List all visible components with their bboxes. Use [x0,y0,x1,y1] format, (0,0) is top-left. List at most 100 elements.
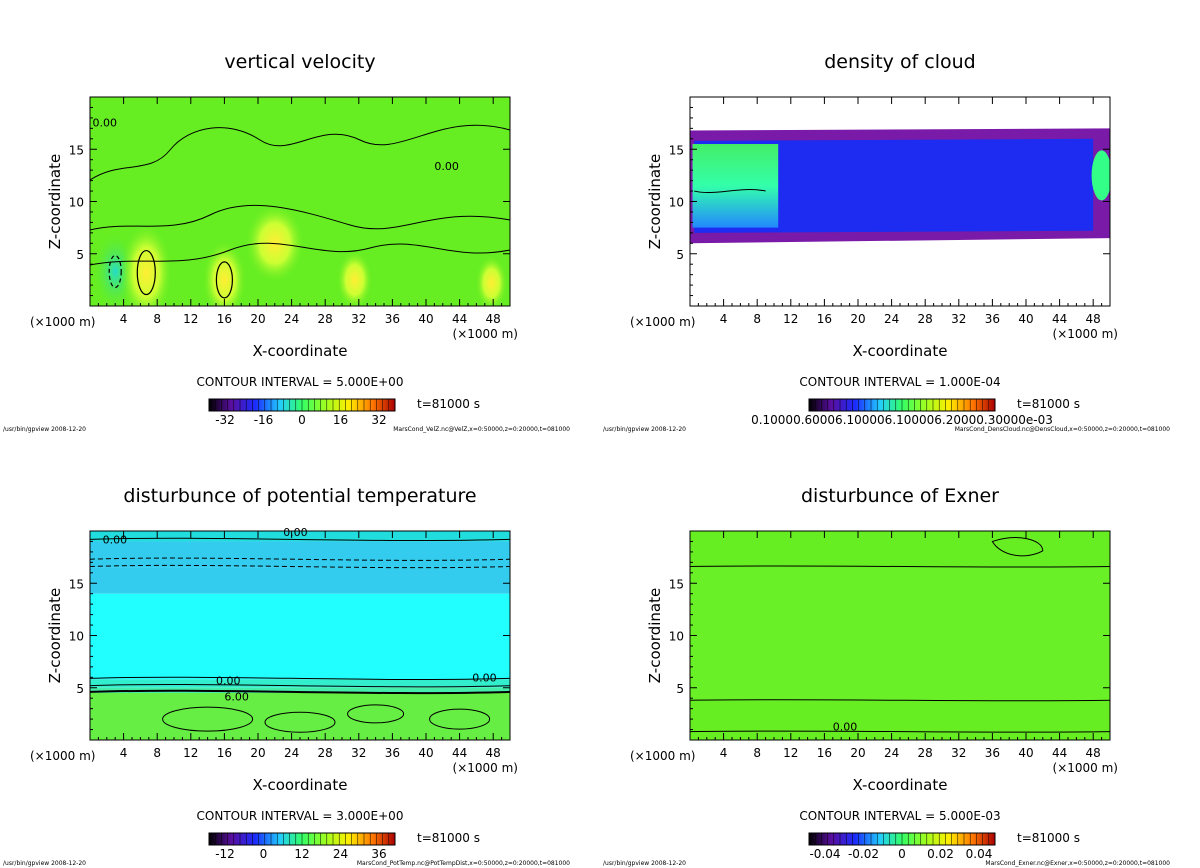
time-label: t=81000 s [417,397,480,411]
y-axis-label: Z-coordinate [46,154,64,249]
temp-closed-2 [264,711,336,733]
colorbar-tick-label: -32 [215,413,235,427]
x-tick-label: 44 [1052,312,1067,326]
temp-contour-2 [90,557,510,561]
x-unit-right: (×1000 m) [453,761,518,775]
y-tick-label: 5 [676,682,684,696]
footer-left: /usr/bin/gpview 2008-12-20 [3,860,86,867]
x-tick-label: 12 [183,312,198,326]
exner-contour-1 [690,565,1110,568]
x-unit-right: (×1000 m) [1053,761,1118,775]
chart-title: density of cloud [824,51,976,73]
x-tick-label: 44 [452,312,467,326]
x-tick-label: 40 [418,312,433,326]
x-tick-label: 8 [153,312,161,326]
x-tick-label: 12 [183,746,198,760]
x-tick-label: 16 [817,746,832,760]
x-tick-label: 8 [153,746,161,760]
x-axis-label: X-coordinate [853,342,948,360]
footer-right: MarsCond_DensCloud.nc@DensCloud,x=0:5000… [955,426,1170,433]
chart-title: disturbunce of Exner [801,485,999,507]
y-tick-label: 15 [69,143,84,157]
x-tick-label: 28 [918,746,933,760]
x-tick-label: 28 [318,312,333,326]
colorbar-tick-label: 32 [371,413,386,427]
y-tick-label: 15 [669,577,684,591]
contour-line-2 [90,204,510,231]
contour-closed-3 [108,254,122,289]
x-tick-label: 32 [951,746,966,760]
contour-label: 0.00 [833,721,858,734]
cloud-dense-right [1091,150,1110,201]
time-label: t=81000 s [1017,397,1080,411]
y-tick-label: 5 [76,682,84,696]
x-tick-label: 16 [217,312,232,326]
x-tick-label: 8 [753,746,761,760]
y-tick-label: 10 [669,196,684,210]
contour-label: 0.00 [216,675,241,688]
x-tick-label: 44 [1052,746,1067,760]
exner-closed-contour [991,537,1044,557]
colorbar-tick-label: 12 [294,847,309,861]
x-tick-label: 40 [1018,746,1033,760]
temp-contour-4 [90,676,510,680]
footer-right: MarsCond_Exner.nc@Exner,x=0:50000,z=0:20… [985,860,1170,867]
x-tick-label: 12 [783,312,798,326]
contour-interval-text: CONTOUR INTERVAL = 1.000E-04 [799,375,1000,389]
x-unit-left: (×1000 m) [630,315,695,329]
x-tick-label: 16 [817,312,832,326]
x-tick-label: 4 [120,746,128,760]
y-tick-label: 5 [676,248,684,262]
x-tick-label: 4 [720,312,728,326]
footer-left: /usr/bin/gpview 2008-12-20 [3,426,86,433]
x-tick-label: 40 [418,746,433,760]
y-axis-label: Z-coordinate [646,154,664,249]
colorbar-tick-label: -12 [215,847,235,861]
colorbar-tick-label: 0.10000.60006.100006.100006.20000.30000e… [751,413,1053,427]
x-tick-label: 48 [1086,746,1101,760]
y-tick-label: 10 [669,630,684,644]
cloud-core [694,138,1094,233]
x-tick-label: 4 [120,312,128,326]
x-tick-label: 28 [318,746,333,760]
colorbar-tick-label: 0.04 [966,847,993,861]
contour-label: 0.00 [434,160,459,173]
time-label: t=81000 s [417,831,480,845]
contour-line-3 [90,242,510,266]
field-layer [90,97,510,306]
footer-left: /usr/bin/gpview 2008-12-20 [603,426,686,433]
field-band [690,567,1110,701]
y-tick-label: 15 [669,143,684,157]
colorbar-tick-label: -0.04 [809,847,840,861]
x-tick-label: 36 [985,312,1000,326]
x-tick-label: 32 [351,746,366,760]
x-unit-left: (×1000 m) [630,749,695,763]
chart-title: vertical velocity [224,51,375,73]
field-layer [690,97,1110,306]
x-tick-label: 24 [284,746,299,760]
temp-band-6 [90,687,510,693]
colorbar-tick-label: 16 [333,413,348,427]
x-tick-label: 48 [486,746,501,760]
temp-contour-6 [90,689,510,695]
x-tick-label: 36 [385,312,400,326]
temp-closed-3 [347,704,405,724]
velocity-blob-4 [336,249,373,306]
temp-band-4 [90,593,510,680]
temp-contour-3 [90,564,510,569]
contour-label: 0.00 [93,116,118,129]
x-tick-label: 28 [918,312,933,326]
exner-contour-2 [690,699,1110,702]
y-tick-label: 10 [69,196,84,210]
exner-contour-3 [690,730,1110,733]
colorbar-tick-label: -0.02 [848,847,879,861]
footer-right: MarsCond_PotTemp.nc@PotTempDist,x=0:5000… [357,860,570,867]
x-tick-label: 20 [250,312,265,326]
x-tick-label: 8 [753,312,761,326]
temp-band-2 [90,541,510,568]
contour-interval-text: CONTOUR INTERVAL = 5.000E+00 [197,375,404,389]
